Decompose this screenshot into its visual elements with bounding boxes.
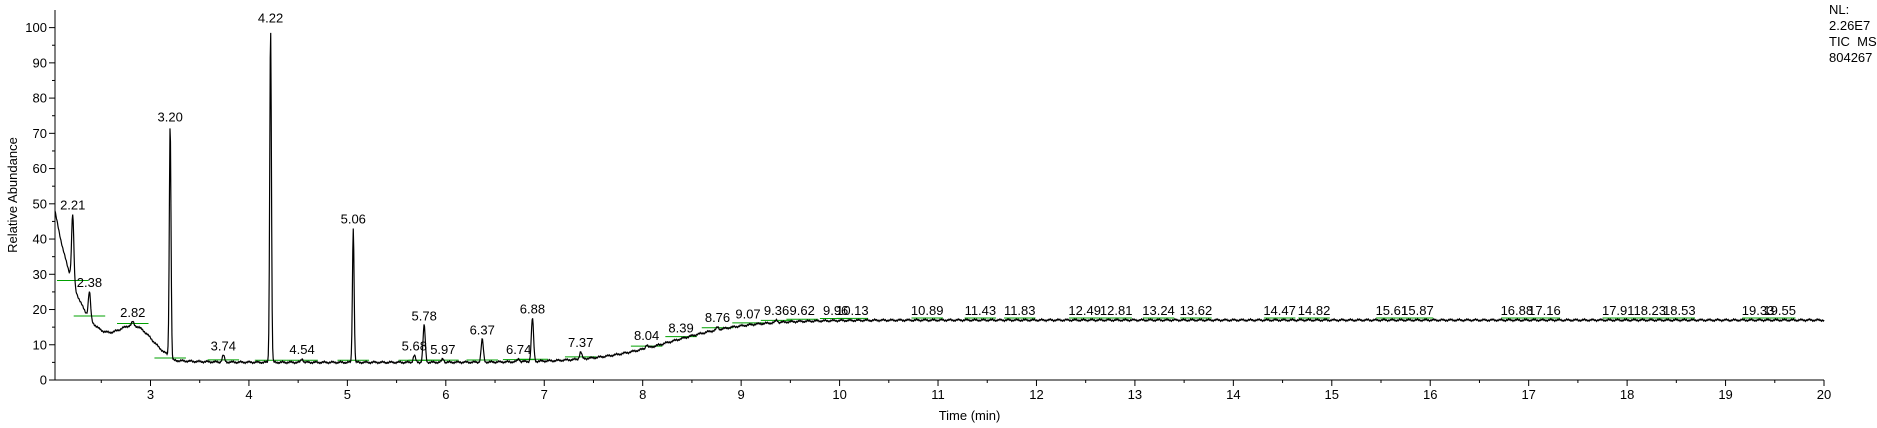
peak-label: 6.74 (506, 342, 531, 357)
y-tick-label: 10 (33, 337, 47, 352)
y-tick-label: 90 (33, 55, 47, 70)
peak-label: 6.37 (470, 322, 495, 337)
nl-value: 2.26E7 (1829, 18, 1871, 33)
x-tick-label: 9 (738, 387, 745, 402)
y-tick-label: 100 (25, 20, 47, 35)
peak-label: 14.82 (1298, 303, 1331, 318)
y-tick-label: 80 (33, 91, 47, 106)
peak-label: 6.88 (520, 301, 545, 316)
x-tick-label: 18 (1620, 387, 1634, 402)
x-tick-label: 20 (1817, 387, 1831, 402)
y-tick-label: 20 (33, 302, 47, 317)
y-axis-label: Relative Abundance (5, 137, 20, 253)
peak-label: 4.54 (289, 342, 314, 357)
tic-trace (54, 32, 1825, 365)
peak-label: 17.91 (1602, 303, 1635, 318)
x-tick-label: 7 (541, 387, 548, 402)
peak-label: 5.68 (402, 338, 427, 353)
peak-label: 8.39 (668, 321, 693, 336)
peak-label: 9.62 (790, 303, 815, 318)
peak-label: 9.07 (735, 307, 760, 322)
peak-label: 4.22 (258, 11, 283, 26)
y-tick-label: 50 (33, 196, 47, 211)
peak-label: 9.36 (764, 303, 789, 318)
y-tick-label: 60 (33, 161, 47, 176)
peak-label: 15.61 (1376, 303, 1409, 318)
x-tick-label: 8 (639, 387, 646, 402)
peak-label: 2.38 (77, 275, 102, 290)
x-tick-label: 12 (1029, 387, 1043, 402)
peak-label: 10.89 (911, 303, 944, 318)
y-tick-label: 30 (33, 267, 47, 282)
peak-label: 13.62 (1180, 303, 1213, 318)
x-tick-label: 3 (147, 387, 154, 402)
x-tick-label: 10 (832, 387, 846, 402)
x-tick-label: 6 (442, 387, 449, 402)
peak-label: 5.97 (430, 342, 455, 357)
peak-label: 18.23 (1633, 303, 1666, 318)
peak-label: 14.47 (1263, 303, 1296, 318)
peak-label: 5.78 (412, 308, 437, 323)
x-axis-label: Time (min) (939, 408, 1001, 423)
y-tick-label: 40 (33, 232, 47, 247)
y-tick-label: 70 (33, 126, 47, 141)
x-ticks: 3 4 5 6 7 8 9 10 11 12 13 14 15 16 17 18 19 20 (100, 380, 1831, 402)
peak-label: 9.96 (823, 303, 848, 318)
peak-labels: 2.21 2.38 2.82 3.20 3.74 4.22 4.54 5.06 5.68 5.78… (60, 11, 1796, 357)
acquisition-info: NL: 2.26E7 TIC MS 804267 (1829, 2, 1877, 66)
peak-label: 13.24 (1142, 303, 1175, 318)
x-tick-label: 15 (1325, 387, 1339, 402)
peak-label: 3.20 (158, 109, 183, 124)
x-tick-label: 14 (1226, 387, 1240, 402)
y-ticks: 0 10 20 30 40 50 60 70 80 90 100 (25, 20, 55, 388)
nl-label: NL: (1829, 2, 1850, 17)
x-tick-label: 4 (245, 387, 252, 402)
x-tick-label: 19 (1718, 387, 1732, 402)
peak-label: 2.21 (60, 197, 85, 212)
peak-label: 2.82 (120, 305, 145, 320)
x-tick-label: 13 (1128, 387, 1142, 402)
peak-label: 3.74 (211, 338, 236, 353)
peak-label: 11.83 (1004, 303, 1036, 318)
y-tick-label: 0 (40, 373, 47, 388)
x-tick-label: 16 (1423, 387, 1437, 402)
peak-label: 19.55 (1763, 303, 1796, 318)
peak-label: 15.87 (1401, 303, 1434, 318)
peak-label: 11.43 (965, 303, 997, 318)
peak-label: 7.37 (568, 335, 593, 350)
peak-label: 16.88 (1501, 303, 1534, 318)
peak-label: 17.16 (1528, 303, 1561, 318)
file-id: 804267 (1829, 50, 1873, 65)
x-tick-label: 17 (1521, 387, 1535, 402)
peak-label: 12.49 (1068, 303, 1101, 318)
peak-label: 8.04 (634, 328, 659, 343)
trace-type: TIC MS (1829, 34, 1877, 49)
x-tick-label: 5 (344, 387, 351, 402)
peak-label: 18.53 (1663, 303, 1696, 318)
x-tick-label: 11 (931, 387, 945, 402)
peak-label: 10.13 (836, 303, 869, 318)
peak-label: 12.81 (1100, 303, 1133, 318)
peak-label: 8.76 (705, 310, 730, 325)
peak-label: 19.33 (1742, 303, 1775, 318)
peak-label: 5.06 (341, 211, 366, 226)
